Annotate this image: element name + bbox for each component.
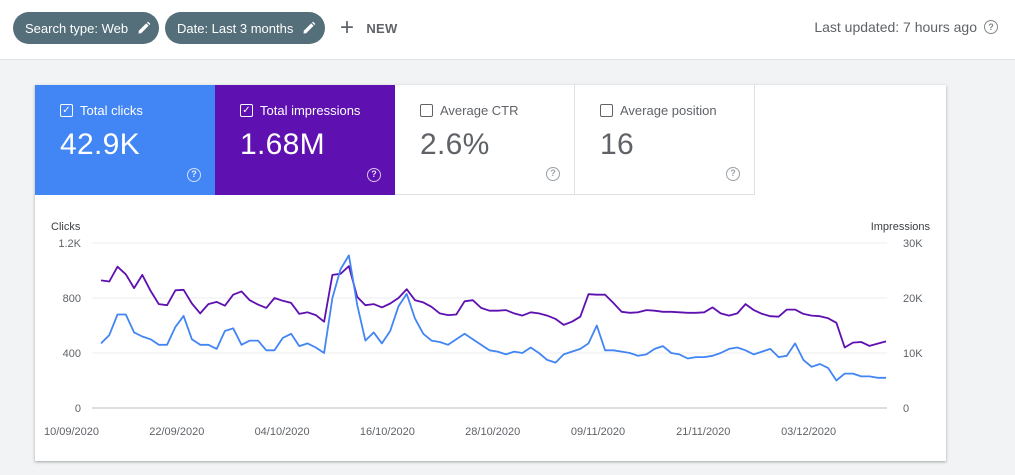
x-tick-label: 09/11/2020 (571, 426, 625, 438)
left-axis-ticks: 1.2K 800 400 0 (58, 238, 81, 415)
checkbox-unchecked-icon[interactable] (600, 104, 613, 117)
metric-label: Total impressions (260, 103, 361, 118)
x-tick-label: 28/10/2020 (465, 426, 520, 438)
help-icon[interactable]: ? (726, 166, 740, 181)
checkbox-checked-icon[interactable]: ✓ (240, 104, 253, 117)
help-icon[interactable]: ? (546, 166, 560, 181)
metric-tile-average-position[interactable]: Average position 16 ? (575, 85, 755, 195)
x-tick-label: 03/12/2020 (781, 426, 836, 438)
metric-value: 1.68M (240, 128, 325, 161)
search-type-filter-chip[interactable]: Search type: Web (13, 12, 159, 44)
date-filter-label: Date: Last 3 months (177, 20, 294, 36)
checkbox-unchecked-icon[interactable] (420, 104, 433, 117)
left-axis-title: Clicks (51, 221, 81, 233)
chart-series (100, 254, 887, 382)
left-tick-label: 0 (75, 403, 81, 415)
performance-chart: Clicks Impressions 1.2K 800 400 0 30K 20K 10K… (44, 221, 931, 438)
right-tick-label: 30K (903, 238, 923, 250)
left-tick-label: 400 (63, 348, 81, 360)
checkbox-checked-icon[interactable]: ✓ (60, 104, 73, 117)
right-tick-label: 10K (903, 348, 923, 360)
top-filter-bar: Search type: Web Date: Last 3 months + N… (0, 0, 1015, 60)
new-filter-label: NEW (366, 20, 398, 36)
x-tick-label: 10/09/2020 (44, 426, 99, 438)
left-tick-label: 800 (63, 293, 81, 305)
pencil-icon[interactable] (137, 21, 151, 35)
help-icon[interactable]: ? (367, 167, 381, 182)
last-updated-text: Last updated: 7 hours ago (814, 19, 977, 35)
x-tick-label: 16/10/2020 (360, 426, 415, 438)
right-tick-label: 0 (903, 403, 909, 415)
metric-tile-average-ctr[interactable]: Average CTR 2.6% ? (395, 85, 575, 195)
performance-card: ✓ Total clicks 42.9K ? ✓ Total impressio… (35, 85, 946, 461)
x-tick-label: 04/10/2020 (255, 426, 310, 438)
metric-tile-total-impressions[interactable]: ✓ Total impressions 1.68M ? (215, 85, 395, 195)
metric-label: Average position (620, 103, 717, 118)
metric-value: 2.6% (420, 128, 490, 161)
last-updated-status: Last updated: 7 hours ago ? (814, 19, 998, 35)
right-tick-label: 20K (903, 293, 923, 305)
metric-tile-total-clicks[interactable]: ✓ Total clicks 42.9K ? (35, 85, 215, 195)
date-filter-chip[interactable]: Date: Last 3 months (165, 12, 325, 44)
help-icon[interactable]: ? (187, 167, 201, 182)
left-tick-label: 1.2K (58, 238, 81, 250)
plus-icon: + (340, 14, 355, 41)
metric-label: Average CTR (440, 103, 519, 118)
right-axis-ticks: 30K 20K 10K 0 (903, 238, 923, 415)
x-axis-ticks: 10/09/2020 22/09/2020 04/10/2020 16/10/2020… (44, 426, 836, 438)
help-icon[interactable]: ? (984, 20, 998, 34)
metric-value: 42.9K (60, 128, 140, 161)
new-filter-button[interactable]: + NEW (340, 14, 398, 42)
right-axis-title: Impressions (871, 221, 931, 233)
chart-gridlines (92, 242, 887, 409)
metric-label: Total clicks (80, 103, 143, 118)
pencil-icon[interactable] (302, 21, 316, 35)
search-type-filter-label: Search type: Web (25, 20, 129, 36)
series-line-impressions (100, 265, 887, 349)
x-tick-label: 22/09/2020 (149, 426, 204, 438)
x-tick-label: 21/11/2020 (676, 426, 730, 438)
metric-value: 16 (600, 128, 634, 161)
series-line-clicks (100, 254, 886, 382)
